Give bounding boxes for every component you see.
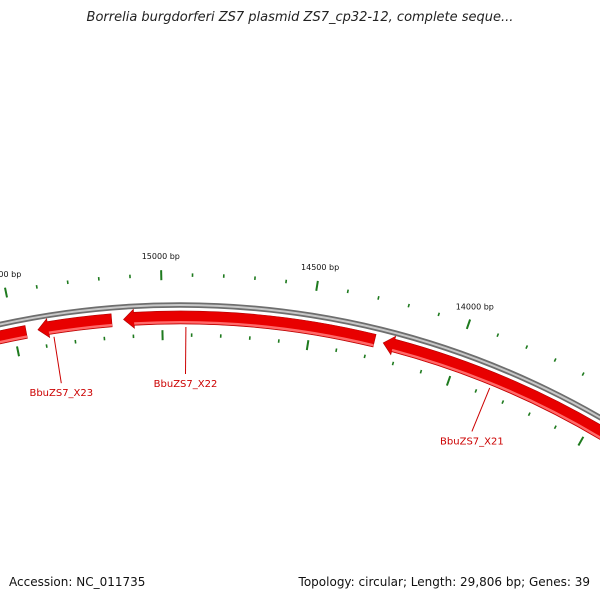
inner-tick-14000 (445, 375, 452, 386)
gene-label-BbuZS7_X22: BbuZS7_X22 (154, 379, 218, 390)
outer-tick-14500 (315, 280, 319, 291)
inner-tick-14500 (305, 340, 310, 351)
inner-tick-14400 (335, 348, 338, 353)
map-title: Borrelia burgdorferi ZS7 plasmid ZS7_cp3… (86, 10, 514, 25)
inner-tick-14100 (419, 369, 423, 374)
inner-tick-15400 (45, 344, 48, 348)
position-ticks (4, 270, 585, 446)
outer-tick-14100 (437, 312, 441, 317)
outer-tick-14300 (377, 296, 380, 300)
inner-tick-13500 (577, 436, 585, 446)
position-label-14000: 14000 bp (456, 302, 494, 311)
inner-tick-13700 (527, 412, 531, 417)
outer-tick-13600 (581, 372, 585, 376)
position-label-15500: 15500 bp (0, 270, 21, 279)
gene-labels: BbuZS7_X21 BbuZS7_X22 BbuZS7_X23 (29, 326, 504, 447)
gene-label-BbuZS7_X21: BbuZS7_X21 (440, 436, 504, 447)
backbone-highlight (0, 304, 600, 419)
inner-tick-13800 (501, 400, 505, 405)
outer-tick-15500 (4, 287, 8, 298)
gene-partial-3-shade (0, 335, 28, 344)
outer-tick-14400 (346, 289, 349, 294)
outer-tick-13700 (553, 358, 557, 362)
position-label-14500: 14500 bp (301, 263, 339, 272)
outer-tick-14200 (407, 303, 410, 308)
gene-BbuZS7_X22[interactable] (123, 308, 377, 348)
gene-BbuZS7_X22-shade (134, 321, 374, 347)
summary-text: Topology: circular; Length: 29,806 bp; G… (298, 575, 590, 589)
inner-tick-14300 (363, 354, 366, 359)
gene-track (0, 308, 600, 443)
gene-BbuZS7_X21-shade (391, 348, 600, 439)
gene-label-leader-BbuZS7_X23 (53, 336, 62, 384)
inner-tick-13600 (553, 425, 557, 430)
outer-tick-14000 (465, 319, 472, 330)
outer-tick-15400 (35, 285, 38, 289)
backbone-outline (0, 302, 600, 421)
inner-tick-15500 (16, 346, 20, 357)
inner-tick-14200 (391, 361, 395, 366)
gene-label-leader-BbuZS7_X21 (471, 387, 491, 432)
inner-tick-13900 (474, 389, 478, 393)
outer-tick-13900 (496, 333, 500, 338)
outer-tick-13800 (525, 345, 529, 349)
gene-label-BbuZS7_X23: BbuZS7_X23 (29, 388, 93, 399)
gene-BbuZS7_X23-shade (48, 323, 113, 334)
gene-BbuZS7_X21[interactable] (382, 335, 600, 443)
position-label-15000: 15000 bp (142, 252, 180, 261)
plasmid-backbone (0, 302, 600, 421)
accession-text: Accession: NC_011735 (9, 575, 146, 589)
